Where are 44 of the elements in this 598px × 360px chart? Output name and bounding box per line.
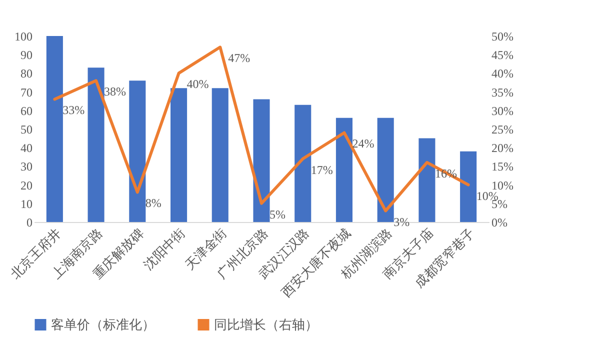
data-label: 33% bbox=[62, 103, 85, 118]
y-tick-label: 0 bbox=[26, 216, 32, 230]
bar bbox=[460, 151, 477, 222]
bar bbox=[170, 88, 188, 222]
bar bbox=[212, 88, 228, 222]
y-tick-label: 60 bbox=[20, 104, 32, 118]
y2-tick-label: 50% bbox=[492, 30, 514, 44]
line-series bbox=[53, 46, 470, 212]
y-tick-label: 50 bbox=[20, 122, 32, 136]
legend-label: 同比增长（右轴） bbox=[214, 316, 318, 332]
y-tick-label: 10 bbox=[20, 196, 32, 211]
y2-tick-label: 20% bbox=[492, 141, 514, 156]
data-label: 47% bbox=[228, 51, 250, 66]
legend-label: 客单价（标准化） bbox=[51, 316, 155, 332]
y2-tick-label: 25% bbox=[492, 122, 514, 136]
data-label: 8% bbox=[145, 196, 162, 210]
y-tick-label: 100 bbox=[14, 30, 32, 44]
data-label: 3% bbox=[394, 214, 410, 229]
bar bbox=[46, 36, 63, 222]
bar bbox=[253, 99, 270, 222]
data-label: 40% bbox=[186, 77, 209, 92]
bar bbox=[129, 80, 146, 222]
bar bbox=[336, 118, 352, 222]
data-label: 17% bbox=[310, 162, 333, 177]
y2-tick-label: 35% bbox=[492, 85, 514, 100]
bar bbox=[418, 138, 436, 222]
bar bbox=[377, 118, 394, 222]
bar bbox=[294, 104, 312, 222]
y-tick-label: 80 bbox=[20, 66, 32, 81]
y-tick-label: 90 bbox=[20, 48, 32, 62]
y-tick-label: 30 bbox=[20, 160, 32, 174]
y-tick-label: 70 bbox=[20, 85, 32, 100]
y2-tick-label: 10% bbox=[492, 178, 514, 192]
y-tick-label: 40 bbox=[20, 141, 32, 156]
y2-tick-label: 15% bbox=[492, 160, 514, 174]
y2-tick-label: 0% bbox=[492, 216, 508, 230]
data-label: 5% bbox=[270, 207, 286, 222]
y2-tick-label: 40% bbox=[492, 66, 514, 81]
y2-tick-label: 30% bbox=[492, 104, 514, 118]
bar bbox=[88, 68, 104, 222]
data-label: 38% bbox=[104, 84, 126, 99]
y-tick-label: 20 bbox=[20, 178, 32, 192]
y2-tick-label: 45% bbox=[492, 48, 514, 62]
data-label: 24% bbox=[352, 136, 374, 151]
